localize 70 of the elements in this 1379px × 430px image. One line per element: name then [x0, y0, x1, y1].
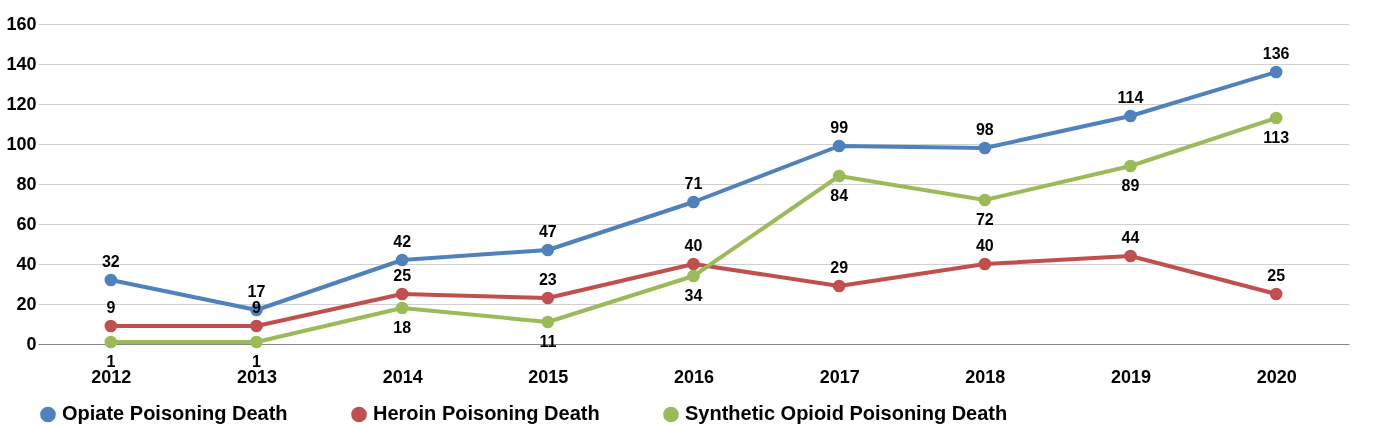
x-tick-label: 2017 — [819, 366, 860, 387]
point — [395, 287, 409, 301]
legend-label: Synthetic Opioid Poisoning Death — [685, 402, 1008, 425]
x-tick-label: 2014 — [382, 366, 423, 387]
y-tick-label: 160 — [6, 13, 37, 34]
point — [541, 243, 555, 257]
point — [832, 139, 846, 153]
x-tick-label: 2016 — [673, 366, 715, 387]
data-label: 17 — [247, 283, 266, 300]
point — [104, 273, 118, 287]
data-label: 29 — [830, 259, 849, 276]
data-label: 25 — [393, 267, 412, 284]
point — [687, 195, 700, 209]
data-label: 9 — [106, 299, 116, 316]
y-tick-label: 0 — [26, 333, 37, 354]
data-label: 99 — [830, 119, 849, 136]
point — [541, 291, 555, 305]
legend-label: Heroin Poisoning Death — [373, 402, 600, 425]
point — [1269, 65, 1283, 79]
data-label: 113 — [1263, 129, 1290, 146]
point — [104, 335, 118, 349]
y-tick-label: 120 — [6, 93, 37, 114]
data-label: 32 — [101, 253, 120, 270]
point — [978, 193, 992, 207]
point — [1124, 249, 1137, 263]
y-tick-label: 100 — [6, 133, 37, 154]
y-tick-label: 60 — [16, 213, 37, 234]
point — [104, 319, 118, 333]
data-label: 47 — [538, 223, 557, 240]
y-tick-label: 80 — [16, 173, 37, 194]
point — [250, 335, 263, 349]
point — [250, 319, 263, 333]
point — [1124, 109, 1137, 123]
point — [832, 169, 846, 183]
data-label: 11 — [539, 333, 557, 350]
point — [687, 269, 700, 283]
point — [1269, 111, 1283, 125]
data-label: 25 — [1267, 267, 1286, 284]
point — [395, 301, 409, 315]
data-label: 18 — [393, 319, 412, 336]
point — [687, 257, 700, 271]
point — [395, 253, 409, 267]
data-label: 40 — [684, 237, 703, 254]
data-label: 98 — [975, 121, 994, 138]
y-tick-label: 40 — [16, 253, 37, 274]
data-label: 84 — [830, 187, 849, 204]
data-label: 44 — [1121, 229, 1140, 246]
x-tick-label: 2019 — [1110, 366, 1152, 387]
y-tick-label: 20 — [16, 293, 37, 314]
data-label: 89 — [1121, 177, 1140, 194]
point — [541, 315, 555, 329]
legend-label: Opiate Poisoning Death — [62, 402, 288, 425]
data-label: 23 — [538, 271, 557, 288]
x-tick-label: 2015 — [528, 366, 569, 387]
data-label: 42 — [393, 233, 412, 250]
data-label: 40 — [975, 237, 994, 254]
data-label: 9 — [252, 299, 262, 316]
point — [1269, 287, 1283, 301]
point — [978, 257, 992, 271]
point — [978, 141, 992, 155]
data-label: 72 — [975, 211, 994, 228]
point — [832, 279, 846, 293]
data-label: 114 — [1117, 89, 1144, 106]
data-label: 136 — [1262, 45, 1290, 62]
data-label: 34 — [684, 287, 703, 304]
point — [1124, 159, 1137, 173]
y-tick-label: 140 — [6, 53, 37, 74]
x-tick-label: 2020 — [1256, 366, 1297, 387]
data-label: 71 — [684, 175, 703, 192]
x-tick-label: 2018 — [965, 366, 1006, 387]
